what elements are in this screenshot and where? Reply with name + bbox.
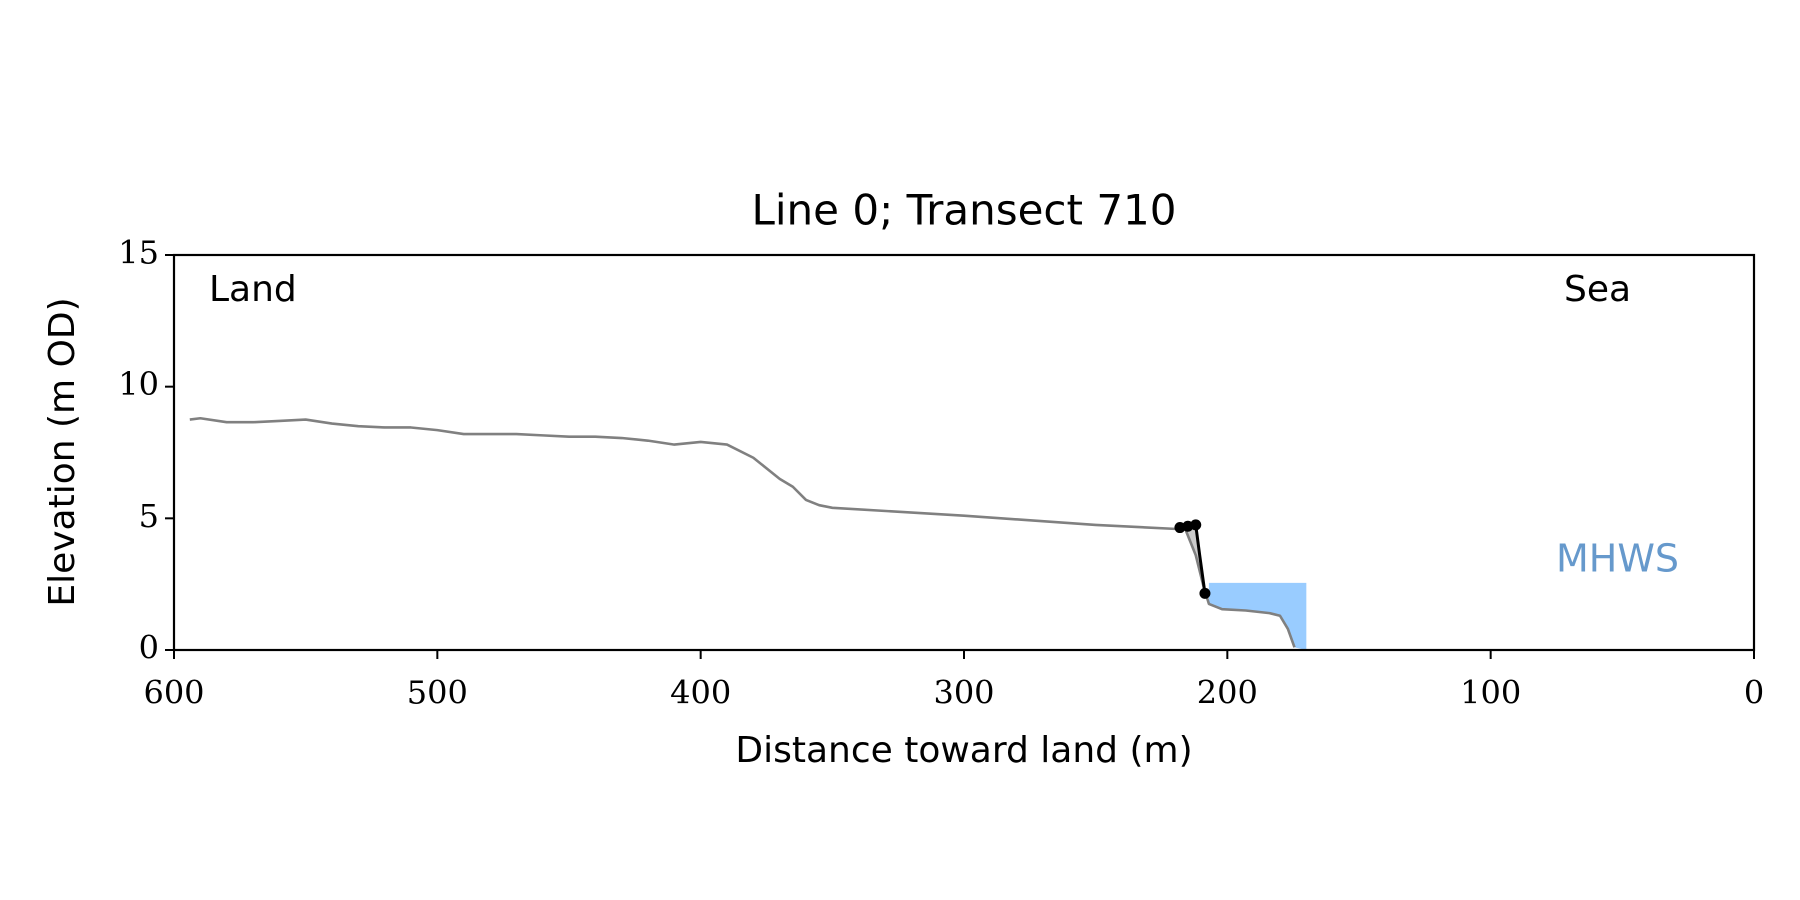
x-tick-label: 200 (1197, 674, 1258, 712)
x-tick-label: 600 (143, 674, 204, 712)
x-tick-label: 300 (933, 674, 994, 712)
annotation-land: Land (209, 269, 297, 310)
line-profile (189, 416, 1296, 648)
y-tick-label: 5 (139, 497, 159, 535)
x-tick-label: 100 (1460, 674, 1521, 712)
cliff-point (1199, 587, 1211, 599)
y-axis-label: Elevation (m OD) (42, 297, 83, 606)
x-axis-label: Distance toward land (m) (735, 730, 1192, 771)
axes-frame (172, 253, 1756, 652)
x-tick-label: 400 (670, 674, 731, 712)
chart-title: Line 0; Transect 710 (751, 186, 1176, 235)
x-tick-label: 500 (407, 674, 468, 712)
x-tick-label: 0 (1744, 674, 1764, 712)
y-tick-label: 15 (118, 234, 159, 272)
annotation-sea: Sea (1564, 269, 1631, 310)
y-tick-label: 10 (118, 365, 159, 403)
cliff-point (1190, 519, 1202, 531)
mhws-fill (1208, 582, 1307, 650)
mhws-label: MHWS (1556, 536, 1679, 580)
y-tick-label: 0 (139, 629, 159, 667)
